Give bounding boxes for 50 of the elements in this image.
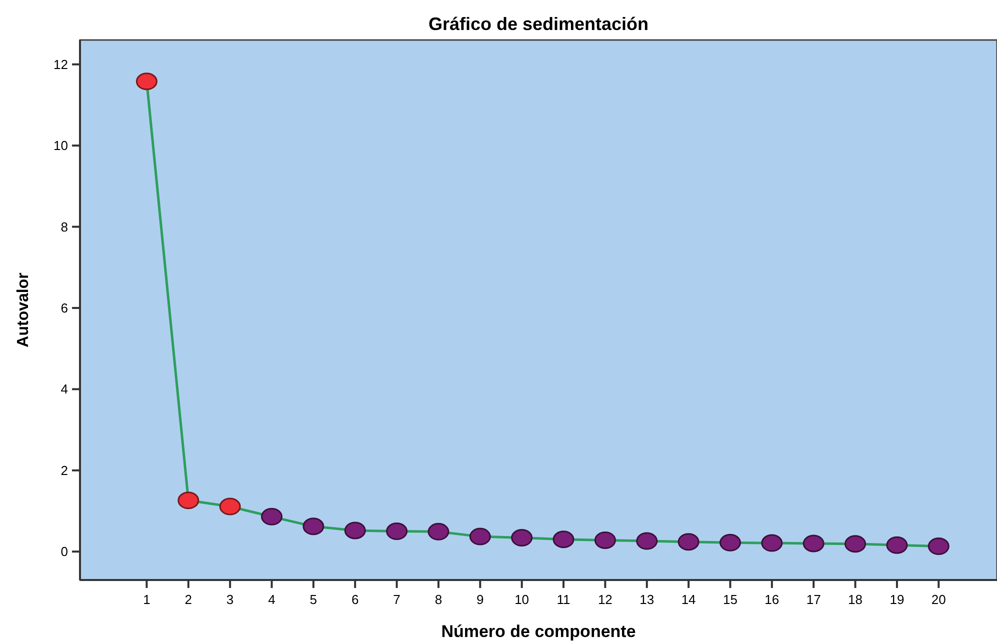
x-tick-label: 10 <box>514 592 530 607</box>
y-tick-label: 10 <box>54 138 68 154</box>
y-tick-label: 0 <box>60 544 68 560</box>
y-tick-label: 6 <box>60 300 68 316</box>
x-tick-label: 13 <box>640 592 654 607</box>
point <box>428 522 450 540</box>
x-tick-label: 8 <box>434 592 442 607</box>
point <box>761 534 783 552</box>
y-axis-title: Autovalor <box>15 272 32 348</box>
x-axis-title: Número de componente <box>441 622 636 641</box>
x-tick-label: 15 <box>723 592 738 607</box>
y-tick-label: 12 <box>54 56 68 72</box>
point <box>928 538 950 556</box>
point <box>469 528 491 546</box>
point <box>802 534 824 552</box>
point <box>636 532 658 550</box>
x-tick-label: 7 <box>393 592 400 607</box>
point <box>678 533 700 551</box>
point <box>594 531 616 549</box>
point <box>344 522 366 540</box>
point <box>219 498 241 516</box>
y-tick-label: 4 <box>60 382 68 397</box>
point <box>719 534 741 552</box>
x-tick-label: 3 <box>226 592 234 607</box>
point <box>511 529 533 547</box>
x-tick-label: 18 <box>848 592 863 607</box>
x-tick-label: 11 <box>556 592 570 607</box>
x-tick-label: 14 <box>681 592 696 607</box>
point <box>844 535 866 553</box>
point <box>178 492 200 510</box>
x-tick-label: 2 <box>184 592 192 607</box>
x-tick-label: 12 <box>598 592 612 607</box>
x-tick-label: 5 <box>310 592 318 607</box>
y-tick-label: 8 <box>60 219 68 234</box>
x-tick-label: 20 <box>931 592 946 607</box>
point <box>886 536 908 554</box>
point <box>386 522 408 540</box>
x-tick-label: 6 <box>351 592 359 607</box>
point <box>552 530 574 548</box>
x-tick-label: 16 <box>764 592 780 607</box>
x-tick-label: 1 <box>143 592 150 607</box>
point <box>302 518 324 536</box>
point <box>260 508 282 526</box>
x-tick-label: 19 <box>890 592 904 607</box>
point <box>136 72 158 90</box>
chart-title: Gráfico de sedimentación <box>428 14 649 34</box>
x-tick-label: 9 <box>476 592 484 607</box>
y-tick-label: 2 <box>60 462 68 478</box>
x-tick-label: 17 <box>806 592 821 607</box>
x-tick-label: 4 <box>268 592 276 607</box>
